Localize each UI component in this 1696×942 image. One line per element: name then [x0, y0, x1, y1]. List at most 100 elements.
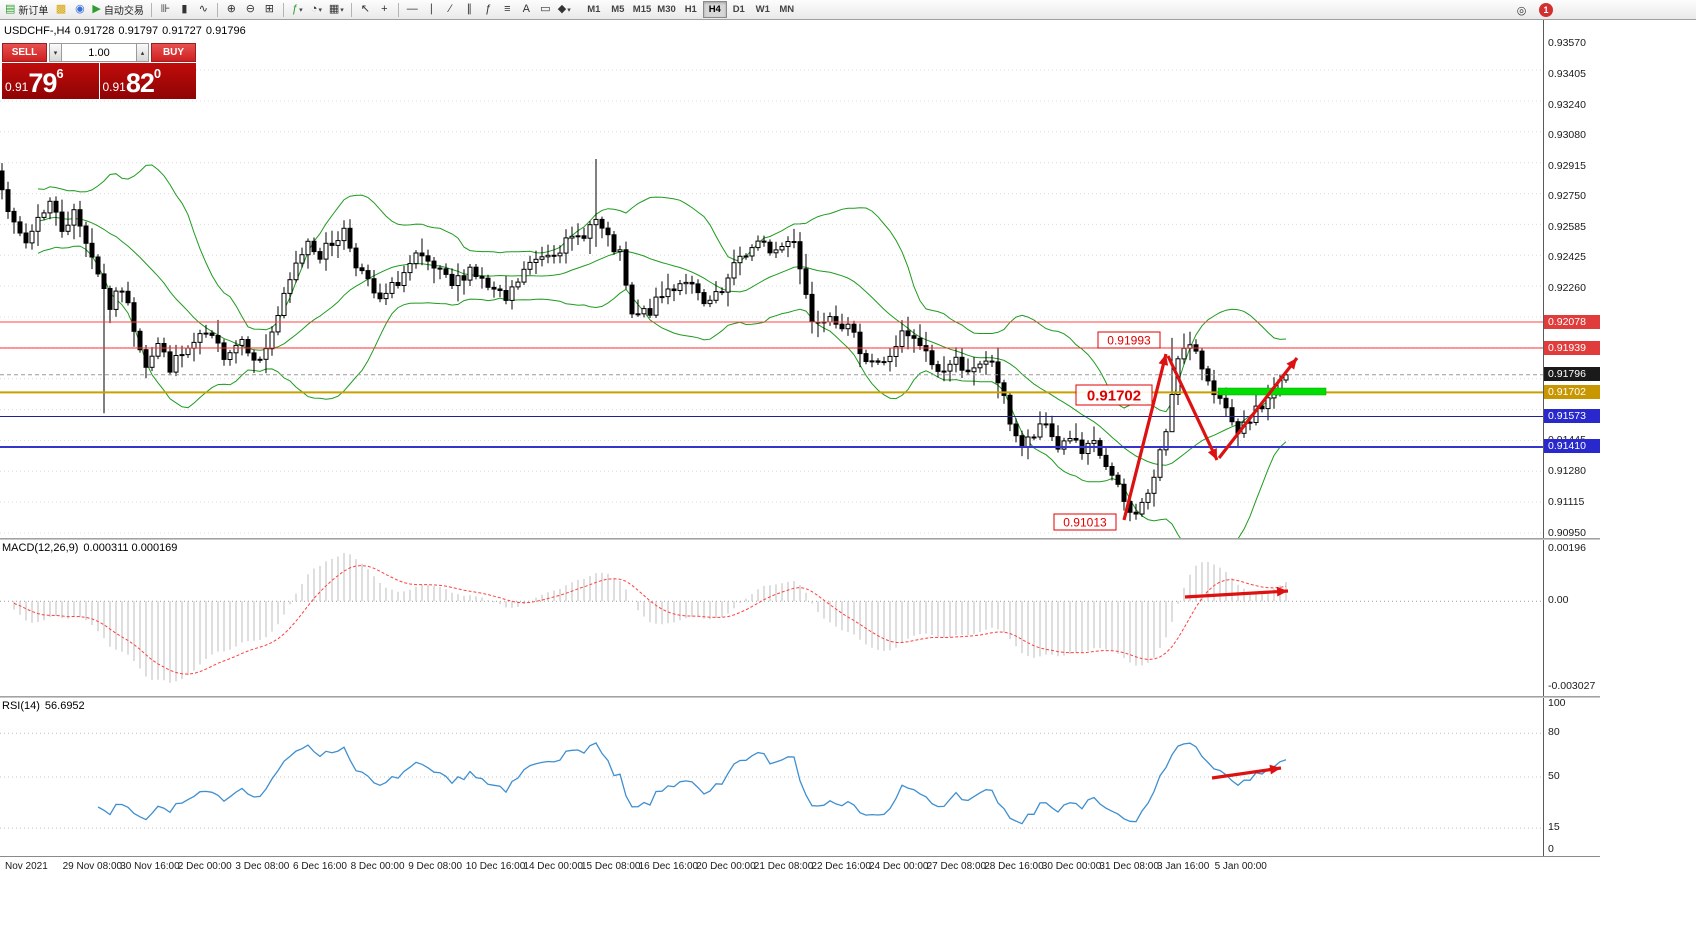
cursor-button[interactable]: ↖ [356, 1, 375, 18]
templates-icon: ▦ [328, 3, 340, 15]
time-axis-label: 31 Dec 08:00 [1099, 861, 1159, 872]
timeframe-m5[interactable]: M5 [606, 1, 630, 18]
rsi-panel-canvas[interactable] [0, 698, 1543, 856]
toolbar-separator [150, 2, 152, 17]
bar-chart-type-icon: ⊪ [160, 3, 171, 15]
price-badge: 0.91573 [1544, 408, 1600, 423]
timeframe-d1[interactable]: D1 [727, 1, 751, 18]
panel-splitter[interactable] [0, 538, 1600, 540]
main-chart-canvas[interactable]: 0.91993 0.91702 0.91013 [0, 20, 1543, 538]
price-scale-label: 0.93080 [1548, 128, 1586, 141]
horizontal-line-button[interactable]: ― [403, 1, 422, 18]
price-badge: 0.91796 [1544, 367, 1600, 382]
price-badge: 0.91702 [1544, 384, 1600, 399]
line-chart-type-button[interactable]: ∿ [194, 1, 213, 18]
vertical-line-button[interactable]: ∣ [422, 1, 441, 18]
chart-high: 0.91797 [118, 25, 159, 37]
timeframe-h4[interactable]: H4 [702, 1, 727, 18]
community-button[interactable]: ◉ [70, 1, 89, 18]
text-icon: A [522, 3, 530, 15]
crosshair-icon: + [381, 3, 388, 15]
trendline-button[interactable]: ∕ [441, 1, 460, 18]
macd-panel-canvas[interactable] [0, 540, 1543, 696]
rsi-scale-label: 15 [1548, 821, 1560, 834]
mql5-market-button[interactable]: ▩ [51, 1, 70, 18]
time-axis-label: 22 Dec 16:00 [811, 861, 871, 872]
chart-title: USDCHF-,H4 0.91728 0.91797 0.91727 0.91796 [4, 25, 250, 37]
toolbar-separator [282, 2, 284, 17]
community-icon: ◉ [75, 3, 85, 15]
grid-button[interactable]: ≡ [498, 1, 517, 18]
time-axis-label: 16 Dec 16:00 [638, 861, 699, 872]
time-axis-label: 27 Dec 08:00 [926, 861, 987, 872]
sell-price-display[interactable]: 0.91 79 6 [2, 63, 99, 99]
zoom-in-button[interactable]: ⊕ [222, 1, 241, 18]
sell-price-sup: 6 [56, 66, 64, 81]
rsi-line [97, 742, 1287, 825]
periods-button[interactable]: ◔ ▾ [307, 1, 326, 18]
macd-scale-top: 0.00196 [1548, 542, 1586, 554]
fibonacci-button[interactable]: ƒ [479, 1, 498, 18]
price-scale-label: 0.91115 [1548, 496, 1585, 509]
indicators-button[interactable]: ƒ ▾ [288, 1, 307, 18]
rsi-scale-label: 100 [1548, 697, 1566, 709]
tile-windows-button[interactable]: ⊞ [260, 1, 279, 18]
notifications-button[interactable]: 1 [1539, 3, 1553, 17]
volume-down-button[interactable]: ▾ [49, 43, 62, 62]
trend-arrows [1122, 353, 1299, 521]
templates-button[interactable]: ▦ ▾ [326, 1, 347, 18]
rsi-value: 56.6952 [44, 700, 85, 712]
svg-text:0.91993: 0.91993 [1107, 333, 1151, 347]
timeframe-m30[interactable]: M30 [654, 1, 678, 18]
time-axis-label: 30 Nov 16:00 [120, 861, 180, 872]
label-button[interactable]: ▭ [536, 1, 555, 18]
volume-up-button[interactable]: ▴ [136, 43, 149, 62]
cursor-icon: ↖ [360, 3, 370, 15]
search-button[interactable]: ◎ [1512, 2, 1531, 19]
timeframe-h1[interactable]: H1 [679, 1, 703, 18]
time-axis-label: 5 Jan 00:00 [1214, 861, 1267, 872]
buy-price-display[interactable]: 0.91 82 0 [99, 63, 196, 99]
price-scale-label: 0.93405 [1548, 67, 1586, 80]
price-badge: 0.91939 [1544, 340, 1600, 355]
channel-button[interactable]: ∥ [460, 1, 479, 18]
timeframe-w1[interactable]: W1 [751, 1, 775, 18]
mql5-market-icon: ▩ [55, 3, 67, 15]
sell-price-base: 0.91 [5, 80, 29, 94]
candlestick-type-button[interactable]: ▮ [175, 1, 194, 18]
price-badge: 0.91410 [1544, 439, 1600, 454]
panel-splitter[interactable] [0, 696, 1600, 698]
zoom-out-icon: ⊖ [245, 3, 255, 15]
timeframe-mn[interactable]: MN [775, 1, 799, 18]
auto-trading-button[interactable]: ▶ 自动交易 [89, 1, 146, 18]
label-icon: ▭ [540, 3, 551, 15]
time-axis-label: 2 Dec 00:00 [177, 861, 232, 872]
new-order-button[interactable]: ▤ 新订单 [2, 1, 51, 18]
volume-input[interactable]: 1.00 [62, 43, 136, 62]
time-axis-label: 30 Dec 00:00 [1041, 861, 1102, 872]
buy-price-big: 82 [125, 68, 155, 98]
bar-chart-type-button[interactable]: ⊪ [156, 1, 175, 18]
macd-histogram [13, 553, 1287, 683]
rsi-name: RSI(14) [2, 700, 40, 712]
chart-symbol-period: USDCHF-,H4 [4, 25, 71, 37]
timeframe-m1[interactable]: M1 [582, 1, 606, 18]
price-scale-label: 0.92425 [1548, 251, 1586, 264]
price-scale-label: 0.93240 [1548, 98, 1586, 111]
rsi-indicator-label: RSI(14) 56.6952 [2, 700, 90, 712]
timeframe-m15[interactable]: M15 [630, 1, 654, 18]
macd-values: 0.000311 0.000169 [83, 542, 178, 554]
time-axis-label: 10 Dec 16:00 [465, 861, 526, 872]
sell-button[interactable]: SELL [2, 43, 47, 62]
chevron-down-icon: ▾ [299, 6, 303, 14]
text-button[interactable]: A [517, 1, 536, 18]
grid-icon: ≡ [504, 3, 511, 15]
time-axis-label: 6 Dec 16:00 [293, 861, 347, 872]
buy-button[interactable]: BUY [151, 43, 196, 62]
crosshair-button[interactable]: + [375, 1, 394, 18]
time-axis-label: 14 Dec 00:00 [523, 861, 583, 872]
chart-workspace: 0.91993 0.91702 0.91013 USDCHF-,H4 0.91728 0… [0, 20, 1696, 942]
time-axis-label: 24 Dec 00:00 [869, 861, 929, 872]
shapes-button[interactable]: ◆ ▾ [555, 1, 574, 18]
zoom-out-button[interactable]: ⊖ [241, 1, 260, 18]
